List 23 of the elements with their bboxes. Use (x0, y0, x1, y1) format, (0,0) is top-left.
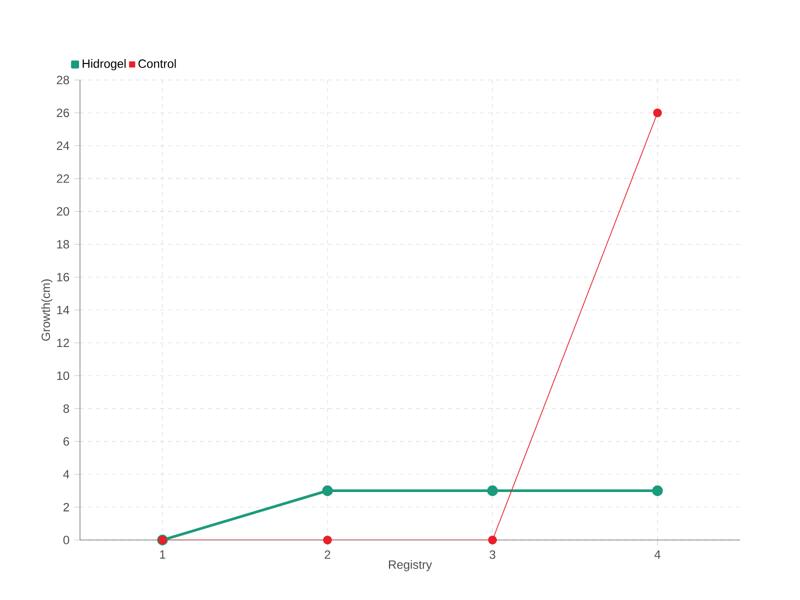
y-tick-label: 0 (63, 536, 70, 544)
y-tick-label: 10 (57, 371, 70, 380)
legend-label: Control (138, 59, 176, 68)
y-tick-label: 20 (56, 207, 70, 216)
y-axis-title: Growth(cm) (41, 279, 52, 341)
y-tick-label: 4 (63, 470, 70, 478)
y-tick-label: 24 (56, 142, 70, 150)
y-tick-label: 22 (56, 174, 69, 183)
y-tick-label: 26 (56, 108, 70, 118)
legend-label: Hidrogel (82, 59, 126, 70)
x-tick-label: 2 (324, 550, 330, 559)
y-tick-label: 6 (64, 437, 70, 446)
y-tick-label: 2 (64, 502, 69, 512)
y-tick-label: 14 (57, 306, 70, 314)
x-tick-label: 1 (160, 550, 166, 559)
y-tick-label: 18 (57, 240, 70, 249)
y-tick-label: 28 (56, 76, 70, 84)
x-axis-title: Registry (388, 560, 432, 572)
x-tick-label: 3 (490, 550, 496, 559)
x-tick-label: 4 (654, 550, 660, 559)
y-tick-label: 12 (57, 338, 69, 348)
y-tick-label: 16 (57, 272, 70, 282)
y-tick-label: 8 (63, 404, 70, 413)
